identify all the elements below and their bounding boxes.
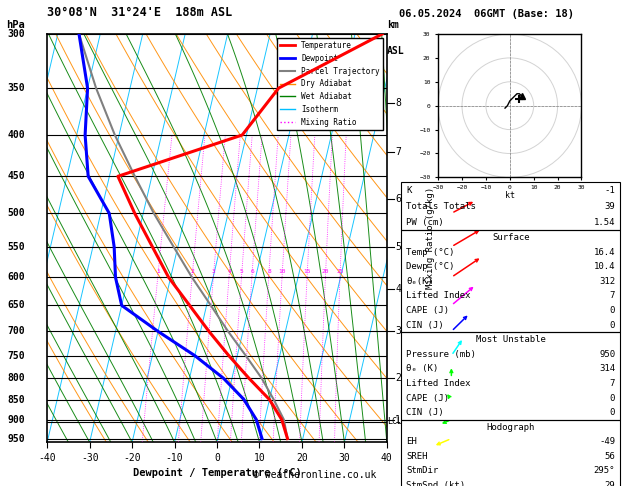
Text: 5: 5 bbox=[240, 269, 244, 274]
Text: 900: 900 bbox=[8, 415, 25, 425]
Text: Lifted Index: Lifted Index bbox=[406, 292, 471, 300]
Text: 8: 8 bbox=[267, 269, 271, 274]
Text: 1: 1 bbox=[157, 269, 160, 274]
Text: 500: 500 bbox=[8, 208, 25, 218]
Text: 550: 550 bbox=[8, 242, 25, 252]
Text: © weatheronline.co.uk: © weatheronline.co.uk bbox=[253, 470, 376, 480]
Text: 10: 10 bbox=[279, 269, 286, 274]
Text: Most Unstable: Most Unstable bbox=[476, 335, 546, 344]
Text: 7: 7 bbox=[610, 292, 615, 300]
Text: Lifted Index: Lifted Index bbox=[406, 379, 471, 388]
Text: StmSpd (kt): StmSpd (kt) bbox=[406, 481, 465, 486]
Text: CIN (J): CIN (J) bbox=[406, 321, 444, 330]
Text: EH: EH bbox=[406, 437, 417, 446]
X-axis label: kt: kt bbox=[505, 191, 515, 200]
Text: -1: -1 bbox=[604, 186, 615, 195]
Text: 6: 6 bbox=[395, 194, 401, 204]
Text: 6: 6 bbox=[250, 269, 254, 274]
Text: 15: 15 bbox=[304, 269, 311, 274]
Legend: Temperature, Dewpoint, Parcel Trajectory, Dry Adiabat, Wet Adiabat, Isotherm, Mi: Temperature, Dewpoint, Parcel Trajectory… bbox=[277, 38, 383, 130]
Text: 700: 700 bbox=[8, 327, 25, 336]
Text: 314: 314 bbox=[599, 364, 615, 373]
Text: 0: 0 bbox=[610, 394, 615, 402]
Text: -49: -49 bbox=[599, 437, 615, 446]
Text: 400: 400 bbox=[8, 130, 25, 140]
Text: 5: 5 bbox=[395, 242, 401, 252]
Text: 1: 1 bbox=[395, 415, 401, 425]
Text: StmDir: StmDir bbox=[406, 467, 438, 475]
Text: hPa: hPa bbox=[6, 20, 25, 30]
Text: 20: 20 bbox=[322, 269, 330, 274]
Text: 06.05.2024  06GMT (Base: 18): 06.05.2024 06GMT (Base: 18) bbox=[399, 9, 574, 19]
Text: CAPE (J): CAPE (J) bbox=[406, 306, 449, 315]
Text: 30°08'N  31°24'E  188m ASL: 30°08'N 31°24'E 188m ASL bbox=[47, 6, 233, 19]
Text: 8: 8 bbox=[395, 98, 401, 108]
Text: 7: 7 bbox=[610, 379, 615, 388]
Text: 4: 4 bbox=[395, 284, 401, 294]
Text: ASL: ASL bbox=[387, 46, 405, 56]
Text: 0: 0 bbox=[610, 306, 615, 315]
Text: Pressure (mb): Pressure (mb) bbox=[406, 350, 476, 359]
Text: 3: 3 bbox=[395, 327, 401, 336]
Text: 25: 25 bbox=[337, 269, 344, 274]
Text: θₑ(K): θₑ(K) bbox=[406, 277, 433, 286]
Text: 2: 2 bbox=[395, 373, 401, 383]
Text: Temp (°C): Temp (°C) bbox=[406, 248, 455, 257]
Text: 3: 3 bbox=[212, 269, 216, 274]
Text: Hodograph: Hodograph bbox=[487, 423, 535, 432]
Text: PW (cm): PW (cm) bbox=[406, 218, 444, 227]
Text: CIN (J): CIN (J) bbox=[406, 408, 444, 417]
Text: Mixing Ratio (g/kg): Mixing Ratio (g/kg) bbox=[426, 187, 435, 289]
Text: 450: 450 bbox=[8, 172, 25, 181]
Text: km: km bbox=[387, 20, 399, 30]
Text: 750: 750 bbox=[8, 350, 25, 361]
Text: Totals Totals: Totals Totals bbox=[406, 202, 476, 211]
Text: θₑ (K): θₑ (K) bbox=[406, 364, 438, 373]
Text: 950: 950 bbox=[599, 350, 615, 359]
Text: 56: 56 bbox=[604, 452, 615, 461]
Text: 39: 39 bbox=[604, 202, 615, 211]
Text: 300: 300 bbox=[8, 29, 25, 39]
Text: 10.4: 10.4 bbox=[594, 262, 615, 271]
Text: Dewp (°C): Dewp (°C) bbox=[406, 262, 455, 271]
Text: 650: 650 bbox=[8, 300, 25, 311]
X-axis label: Dewpoint / Temperature (°C): Dewpoint / Temperature (°C) bbox=[133, 468, 301, 478]
Text: CAPE (J): CAPE (J) bbox=[406, 394, 449, 402]
Text: LCL: LCL bbox=[387, 417, 402, 426]
Text: 2: 2 bbox=[191, 269, 194, 274]
Text: 350: 350 bbox=[8, 83, 25, 93]
Text: 950: 950 bbox=[8, 434, 25, 444]
Text: 7: 7 bbox=[395, 147, 401, 157]
Text: 0: 0 bbox=[610, 408, 615, 417]
Text: 600: 600 bbox=[8, 272, 25, 282]
Text: Surface: Surface bbox=[492, 233, 530, 242]
Text: 850: 850 bbox=[8, 395, 25, 404]
Text: K: K bbox=[406, 186, 412, 195]
Text: 295°: 295° bbox=[594, 467, 615, 475]
Text: 312: 312 bbox=[599, 277, 615, 286]
Text: 4: 4 bbox=[228, 269, 231, 274]
Text: 1.54: 1.54 bbox=[594, 218, 615, 227]
Text: 16.4: 16.4 bbox=[594, 248, 615, 257]
Text: SREH: SREH bbox=[406, 452, 428, 461]
Text: 0: 0 bbox=[610, 321, 615, 330]
Text: 800: 800 bbox=[8, 373, 25, 383]
Text: 29: 29 bbox=[604, 481, 615, 486]
